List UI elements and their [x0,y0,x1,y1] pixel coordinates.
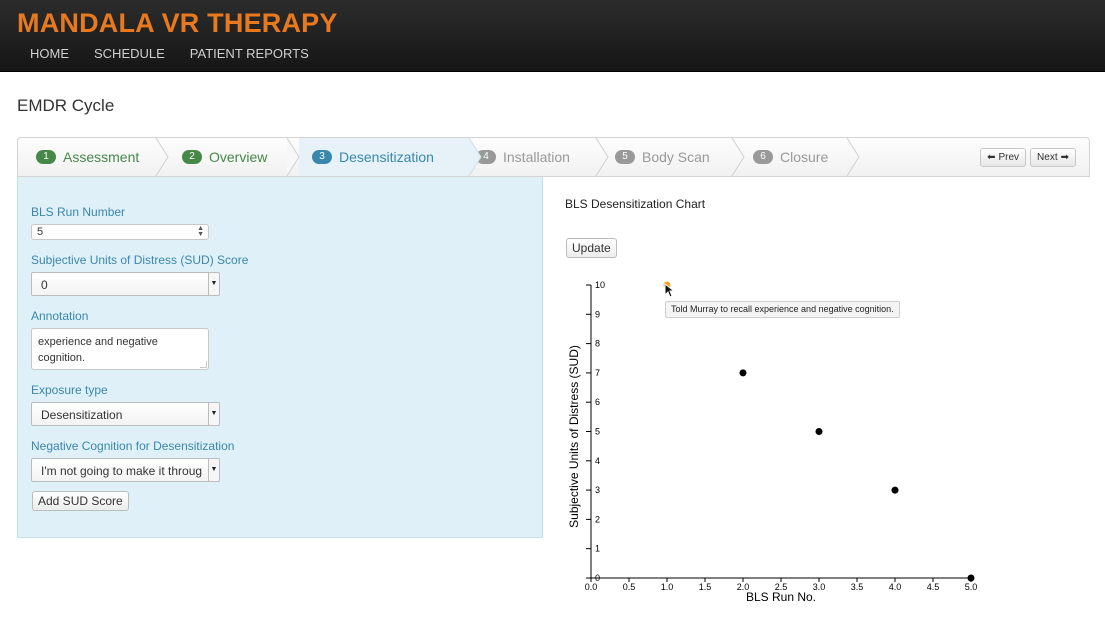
sud-form-panel: BLS Run Number 5 ▲ ▼ Subjective Units of … [17,177,543,538]
annotation-textarea[interactable]: experience and negative cognition. [31,328,209,370]
y-tick-label: 9 [595,309,600,319]
next-label: Next [1037,152,1058,163]
y-axis-label: Subjective Units of Distress (SUD) [567,345,581,528]
x-tick-label: 3.0 [813,582,826,592]
wizard-pager: ⬅ Prev Next ➡ [980,148,1076,167]
add-sud-score-button[interactable]: Add SUD Score [32,491,129,511]
step-divider-icon [155,138,169,176]
negative-cognition-label: Negative Cognition for Desensitization [31,439,235,453]
exposure-type-value: Desensitization [41,408,123,422]
chevron-down-icon: ▼ [208,273,219,295]
sud-score-value: 0 [41,278,48,292]
step-label: Installation [503,149,570,165]
next-button[interactable]: Next ➡ [1030,148,1076,167]
chart-title: BLS Desensitization Chart [565,197,706,211]
top-navbar: MANDALA VR THERAPY HOME SCHEDULE PATIENT… [0,0,1105,72]
y-tick-label: 5 [595,427,600,437]
step-divider-icon [595,138,609,176]
negative-cognition-value: I'm not going to make it throug [41,464,203,478]
x-tick-label: 0.5 [623,582,636,592]
step-body-scan[interactable]: 5 Body Scan [615,138,710,176]
negative-cognition-select[interactable]: I'm not going to make it throug ▼ [31,458,220,482]
x-tick-label: 2.5 [775,582,788,592]
x-axis-label: BLS Run No. [746,590,816,604]
update-chart-button[interactable]: Update [566,238,617,258]
x-tick-label: 4.0 [889,582,902,592]
mouse-pointer-icon [664,283,676,298]
step-divider-icon [731,138,745,176]
resize-grip-icon[interactable] [200,361,207,368]
step-divider-icon [846,138,860,176]
prev-label: Prev [998,152,1020,163]
y-tick-label: 2 [595,514,600,524]
step-label: Desensitization [339,149,434,165]
y-tick-label: 4 [595,456,600,466]
x-tick-label: 2.0 [737,582,750,592]
step-closure[interactable]: 6 Closure [753,138,828,176]
annotation-label: Annotation [31,309,89,323]
y-tick-label: 1 [595,544,600,554]
y-tick-label: 6 [595,397,600,407]
step-overview[interactable]: 2 Overview [182,138,267,176]
nav-home[interactable]: HOME [30,46,69,61]
nav-patient-reports[interactable]: PATIENT REPORTS [189,46,309,61]
sud-scatter-chart: 0 1 2 3 4 5 6 7 8 9 10 0.0 0.5 1.0 1.5 2.0 2.5 3.0 3.5 4.0 4… [567,280,978,604]
exposure-type-select[interactable]: Desensitization ▼ [31,402,220,426]
brand-logo-text[interactable]: MANDALA VR THERAPY [17,8,338,38]
arrow-left-icon: ⬅ [987,152,996,163]
wizard-steps: 1 Assessment 2 Overview 3 Desensitizatio… [17,137,1090,177]
y-tick-label: 8 [595,339,600,349]
main-nav: HOME SCHEDULE PATIENT REPORTS [30,46,309,61]
prev-button[interactable]: ⬅ Prev [980,148,1027,167]
data-point [815,428,823,435]
x-tick-label: 0.0 [585,582,598,592]
point-tooltip: Told Murray to recall experience and neg… [665,301,900,318]
step-assessment[interactable]: 1 Assessment [36,138,139,176]
chevron-down-icon: ▼ [208,403,219,425]
nav-schedule[interactable]: SCHEDULE [94,46,165,61]
y-tick-label: 7 [595,368,600,378]
step-divider-icon [468,138,482,176]
step-installation[interactable]: 4 Installation [476,138,570,176]
y-tick-label: 0 [595,573,600,583]
x-tick-label: 4.5 [927,582,940,592]
arrow-right-icon: ➡ [1060,152,1069,163]
step-divider-icon [286,138,300,176]
bls-run-value: 5 [37,226,44,238]
bls-run-input[interactable]: 5 ▲ ▼ [31,224,209,240]
step-number-badge: 6 [753,150,773,164]
y-tick-label: 10 [595,280,605,290]
step-number-badge: 3 [312,150,332,164]
step-desensitization[interactable]: 3 Desensitization [312,138,434,176]
exposure-type-label: Exposure type [31,383,108,397]
step-number-badge: 4 [476,150,496,164]
step-number-badge: 5 [615,150,635,164]
step-number-badge: 2 [182,150,202,164]
step-label: Body Scan [642,149,710,165]
chevron-down-icon: ▼ [208,459,219,481]
x-tick-label: 1.0 [661,582,674,592]
sud-score-label: Subjective Units of Distress (SUD) Score [31,253,249,267]
annotation-value: experience and negative cognition. [38,336,158,364]
step-label: Closure [780,149,829,165]
step-label: Assessment [63,149,140,165]
page-title: EMDR Cycle [17,96,115,115]
step-label: Overview [209,149,268,165]
data-point [967,574,975,582]
data-point [891,486,899,494]
x-tick-label: 3.5 [851,582,864,592]
data-point [739,369,747,377]
x-tick-label: 1.5 [699,582,712,592]
spinner-arrows-icon[interactable]: ▲ ▼ [197,225,204,238]
x-tick-label: 5.0 [965,582,978,592]
bls-run-label: BLS Run Number [31,205,126,219]
sud-score-select[interactable]: 0 ▼ [31,272,220,296]
y-tick-label: 3 [595,485,600,495]
step-number-badge: 1 [36,150,56,164]
